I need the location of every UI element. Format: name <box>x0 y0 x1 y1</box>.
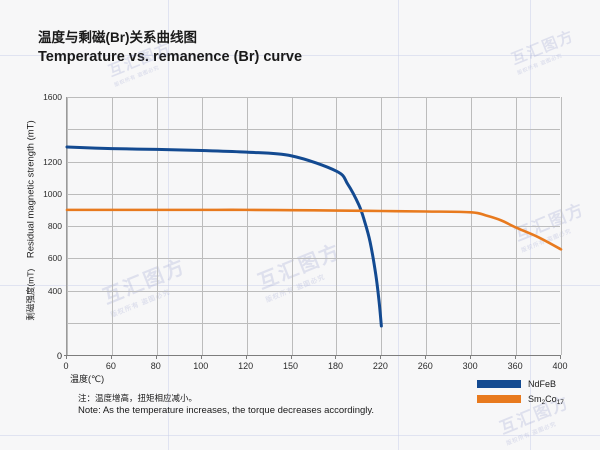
gridline-vertical <box>67 97 68 355</box>
gridline-vertical <box>561 97 562 355</box>
legend-label-co: Co <box>545 393 557 404</box>
plot-area <box>65 97 563 356</box>
x-axis-tick-label: 80 <box>150 361 161 371</box>
gridline-vertical <box>471 97 473 355</box>
gridline-vertical <box>381 97 383 355</box>
gridline-vertical <box>246 97 248 355</box>
series-line-ndfeb <box>65 145 383 328</box>
series-curves <box>65 145 563 328</box>
x-axis-tick-mark <box>380 355 382 359</box>
x-axis-line <box>64 355 560 356</box>
watermark-text: 互汇图方 <box>509 27 577 68</box>
series-line-sm2co17 <box>65 208 563 251</box>
x-axis-tick-label: 0 <box>63 361 69 371</box>
chart-note: 注：温度增高，扭矩相应减小。 Note: As the temperature … <box>78 392 374 417</box>
x-axis-tick-mark <box>335 355 337 359</box>
gridline-horizontal <box>67 226 560 227</box>
legend-label-ndfeb: NdFeB <box>528 378 557 389</box>
watermark-subtext: 版权所有 盗图必究 <box>505 421 558 447</box>
x-axis-tick-mark <box>155 355 157 359</box>
x-axis-tick-mark <box>110 355 112 359</box>
y-axis-title: 剩磁强度(mT) Residual magnetic strength (mT) <box>25 106 38 336</box>
y-axis-tick-label: 400 <box>47 285 62 296</box>
legend-label-sm2co17: Sm2Co17 <box>528 393 564 406</box>
x-axis-tick-label: 360 <box>507 361 523 371</box>
y-axis-tick-label: 1200 <box>43 156 62 167</box>
x-axis-tick-label: 180 <box>327 361 343 371</box>
x-axis-tick-mark <box>560 355 561 359</box>
x-axis-tick-mark <box>66 355 67 359</box>
gridline-vertical <box>291 97 293 355</box>
x-axis-tick-mark <box>515 355 517 359</box>
y-axis-tick-label: 1600 <box>43 92 62 102</box>
legend-sub-17: 17 <box>556 398 564 406</box>
x-axis-tick-mark <box>425 355 427 359</box>
x-axis-title: 温度(℃) <box>70 374 105 384</box>
y-axis-tick-label: 800 <box>47 221 62 231</box>
chart-title-block: 温度与剩磁(Br)关系曲线图 Temperature vs. remanence… <box>38 28 302 67</box>
chart-title-en: Temperature vs. remanence (Br) curve <box>38 49 303 65</box>
x-axis-tick-mark <box>470 355 472 359</box>
gridline-vertical <box>111 97 113 355</box>
chart-note-en: Note: As the temperature increases, the … <box>78 405 375 416</box>
x-axis-tick-label: 400 <box>552 361 568 371</box>
x-axis-tick-label: 120 <box>238 361 254 371</box>
x-axis-tick-label: 150 <box>283 361 299 371</box>
gridline-horizontal <box>67 258 560 260</box>
gridline-horizontal <box>67 129 560 131</box>
x-axis-tick-label: 220 <box>372 361 388 371</box>
legend-swatch-ndfeb <box>477 379 521 388</box>
gridline-vertical <box>516 97 518 355</box>
legend-item-ndfeb[interactable]: NdFeB <box>477 378 564 389</box>
y-axis-tick-label: 1000 <box>43 188 62 199</box>
x-axis-tick-label: 300 <box>462 361 478 371</box>
gridline-vertical <box>426 97 428 355</box>
gridline-horizontal <box>67 322 560 324</box>
chart-title-cn: 温度与剩磁(Br)关系曲线图 <box>38 30 197 45</box>
chart-legend: NdFeB Sm2Co17 <box>477 378 564 408</box>
gridline-horizontal <box>67 193 560 195</box>
gridline-vertical <box>336 97 338 355</box>
x-axis-tick-mark <box>290 355 292 359</box>
x-axis-tick-mark <box>200 355 202 359</box>
x-axis-tick-label: 60 <box>105 361 116 371</box>
legend-label-sm: Sm <box>528 393 542 404</box>
gridline-vertical <box>156 97 158 355</box>
y-axis-origin-label: 0 <box>56 351 62 361</box>
legend-sub-2: 2 <box>541 398 546 406</box>
watermark-subtext: 版权所有 盗图必究 <box>516 53 564 76</box>
legend-swatch-sm2co17 <box>477 394 521 403</box>
watermark: 互汇图方 版权所有 盗图必究 <box>508 24 580 76</box>
legend-item-sm2co17[interactable]: Sm2Co17 <box>477 393 564 406</box>
gridline-horizontal <box>67 290 560 292</box>
y-axis-tick-label: 600 <box>47 253 62 264</box>
gridline-vertical <box>201 97 203 355</box>
background-guide-line <box>0 435 600 436</box>
gridline-horizontal <box>67 97 560 98</box>
x-axis-tick-label: 100 <box>193 361 209 371</box>
x-axis-tick-label: 260 <box>417 361 433 371</box>
chart-note-cn: 注：温度增高，扭矩相应减小。 <box>78 393 198 403</box>
x-axis-tick-mark <box>245 355 247 359</box>
